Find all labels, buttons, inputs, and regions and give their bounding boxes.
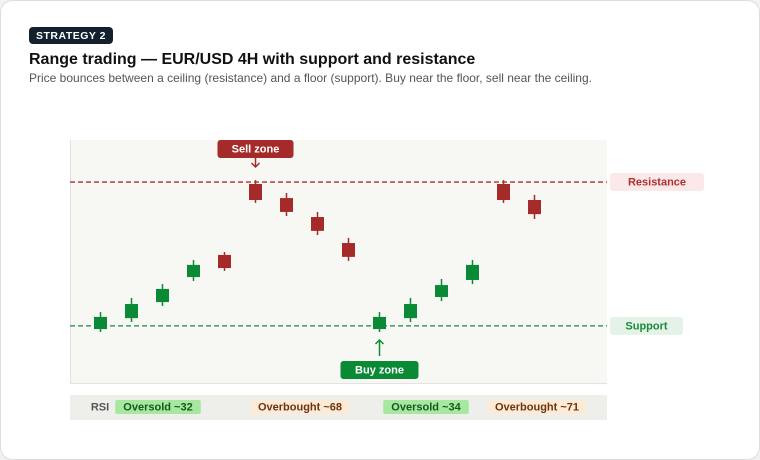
annotation-bg: [340, 361, 419, 379]
chart-title: Range trading — EUR/USD 4H with support …: [29, 51, 475, 68]
rsi-chip: Overbought ~71: [495, 401, 579, 413]
annotation: Sell zone: [232, 143, 280, 155]
candle-body: [156, 288, 169, 303]
candle-body: [342, 243, 355, 257]
rsi-chip-bg: [250, 400, 350, 414]
rsi-chip-bg: [383, 400, 469, 414]
candle-body: [280, 198, 293, 212]
rsi-chip-bg: [115, 400, 201, 414]
chart-subtitle: Price bounces between a ceiling (resista…: [29, 71, 592, 85]
candle-body: [311, 217, 324, 231]
candle-body: [497, 183, 510, 201]
candle-body: [373, 316, 386, 330]
candle-body: [528, 200, 541, 215]
rsi-chip: Oversold ~32: [123, 401, 192, 413]
rsi-chip: Overbought ~68: [258, 401, 342, 413]
annotation-arrow: [250, 158, 261, 169]
candle-body: [187, 264, 200, 278]
candle-body: [404, 304, 417, 319]
candle-body: [249, 183, 262, 201]
annotation-arrow: [374, 338, 385, 356]
level-label-bg: [610, 173, 704, 192]
rsi-chip: Oversold ~34: [391, 401, 461, 413]
annotation: Buy zone: [355, 364, 404, 376]
candle-body: [94, 316, 107, 330]
badge-bg: [29, 27, 113, 44]
candle-body: [125, 304, 138, 319]
level-label-bg: [610, 316, 683, 335]
level-label: Resistance: [628, 176, 686, 188]
rsi-chip-bg: [487, 400, 587, 414]
annotation-bg: [217, 140, 294, 158]
candle-body: [435, 285, 448, 297]
plot-area: [70, 140, 607, 383]
badge: STRATEGY 2: [36, 30, 106, 42]
candle-body: [466, 264, 479, 280]
candle-body: [218, 254, 231, 269]
level-label: Support: [625, 320, 667, 332]
rsi-label: RSI: [91, 401, 109, 413]
